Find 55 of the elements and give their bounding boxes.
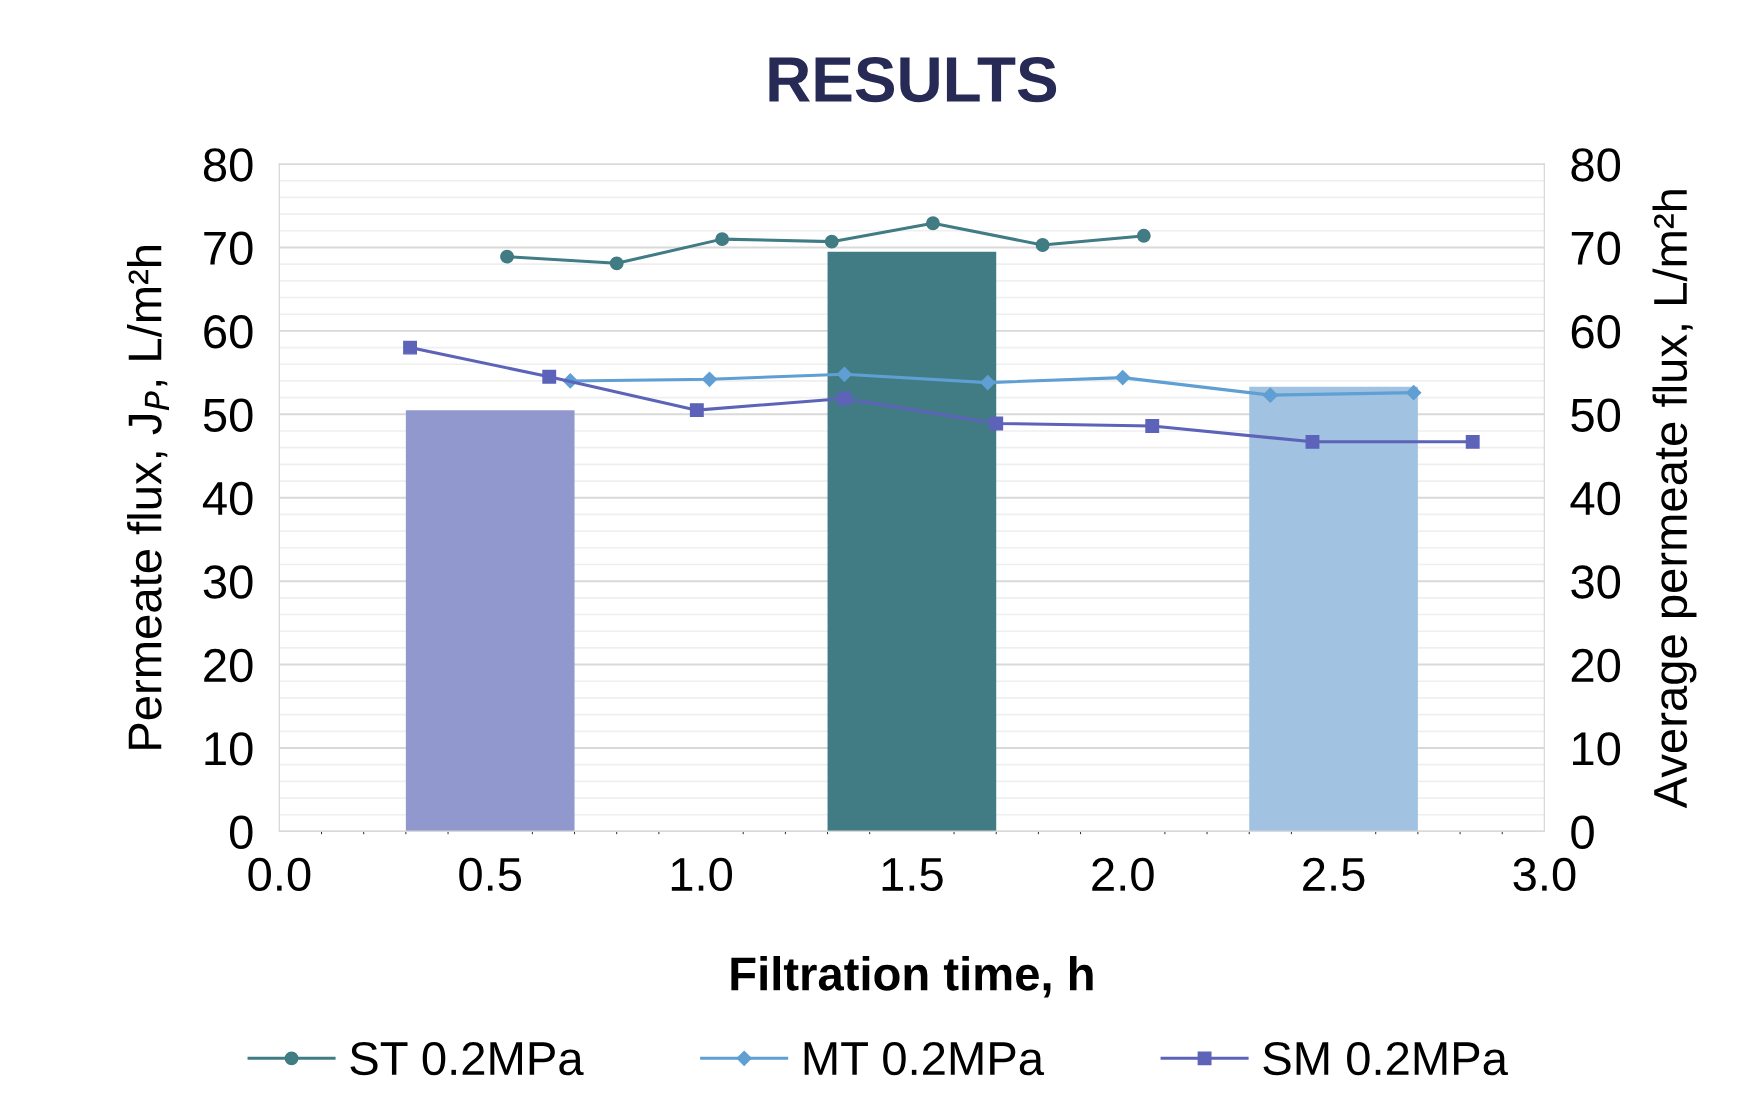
point (1145, 419, 1160, 433)
point (500, 249, 515, 264)
point (403, 340, 418, 355)
point (1035, 238, 1050, 252)
x-tick-label: 1.5 (882, 858, 943, 892)
point (926, 216, 940, 231)
x-axis-title: Filtration time, h (731, 956, 1093, 998)
y-tick-label: 80 (203, 148, 253, 182)
y2-tick-label: 10 (1573, 732, 1621, 766)
point (542, 369, 557, 384)
point (1115, 370, 1131, 386)
y-tick-label: 30 (203, 565, 253, 599)
legend-label: ST 0.2MPa (350, 1041, 584, 1076)
point (1305, 434, 1320, 449)
point (1406, 385, 1422, 401)
point (689, 403, 704, 418)
y2-tick-label: 70 (1571, 231, 1621, 266)
y-tick-label: 0 (229, 815, 253, 849)
x-tick-label: 1.0 (671, 857, 733, 892)
point (1465, 434, 1480, 449)
point (701, 371, 718, 387)
y-tick-label: 10 (205, 732, 253, 766)
point (836, 366, 852, 382)
bar (405, 410, 575, 832)
y2-tick-label: 80 (1571, 148, 1621, 182)
y-tick-label: 70 (204, 231, 253, 266)
point (824, 234, 839, 249)
y2-tick-label: 20 (1571, 648, 1621, 683)
x-tick-label: 2.0 (1092, 857, 1154, 892)
y-tick-label: 20 (204, 648, 253, 683)
point (1262, 387, 1278, 403)
point (837, 391, 852, 406)
chart-title: RESULTS (769, 56, 1057, 103)
point (609, 256, 624, 271)
legend-label: SM 0.2MPa (1263, 1041, 1508, 1076)
y2-axis-title: Average permeate flux, L/m²h (1652, 190, 1697, 809)
y-tick-label: 50 (203, 398, 253, 432)
y2-tick-label: 60 (1571, 315, 1621, 349)
x-tick-label: 3.0 (1513, 857, 1576, 892)
x-tick-label: 0.5 (459, 857, 522, 892)
point (989, 416, 1004, 431)
x-tick-label: 0.0 (248, 857, 311, 892)
y2-tick-label: 30 (1571, 565, 1621, 599)
y-axis-title: Permeate flux, J$_{P}$, L/m²h (127, 245, 169, 749)
point (980, 375, 996, 391)
legend-label: MT 0.2MPa (804, 1041, 1045, 1076)
y2-tick-label: 50 (1571, 398, 1621, 432)
y2-tick-label: 0 (1571, 815, 1594, 849)
y2-tick-label: 40 (1570, 481, 1621, 516)
bar (1249, 386, 1418, 832)
y-tick-label: 40 (202, 481, 253, 516)
point (1136, 228, 1151, 243)
point (715, 232, 730, 247)
y-tick-label: 60 (204, 315, 253, 349)
x-tick-label: 2.5 (1303, 857, 1365, 892)
